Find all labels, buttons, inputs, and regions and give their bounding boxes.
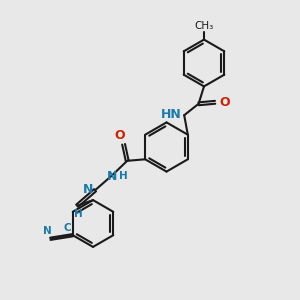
Text: O: O xyxy=(219,96,230,109)
Text: HN: HN xyxy=(161,108,182,121)
Text: H: H xyxy=(74,209,83,219)
Text: N: N xyxy=(106,170,117,183)
Text: O: O xyxy=(115,129,125,142)
Text: N: N xyxy=(43,226,52,236)
Text: CH₃: CH₃ xyxy=(194,21,214,31)
Text: C: C xyxy=(64,223,71,233)
Text: H: H xyxy=(119,171,128,182)
Text: N: N xyxy=(83,183,94,196)
